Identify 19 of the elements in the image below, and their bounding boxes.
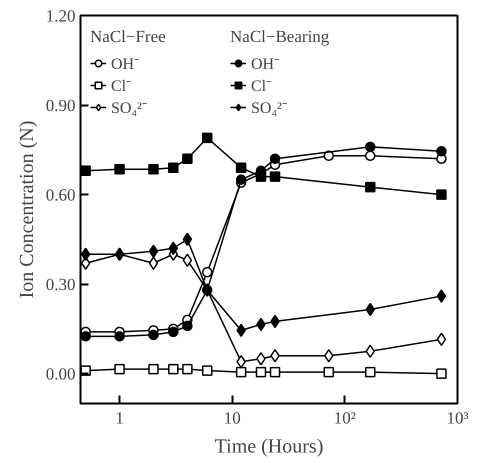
legend-label: SO₄²⁻ xyxy=(251,99,287,118)
y-tick-label: 1.20 xyxy=(46,6,76,26)
x-tick-label: 10³ xyxy=(446,408,469,428)
x-tick-label: 10² xyxy=(334,408,356,428)
legend-label: OH⁻ xyxy=(111,55,140,74)
annotation: NaCl−Bearing xyxy=(230,27,330,47)
y-tick-label: 0.90 xyxy=(46,96,76,116)
y-axis-title: Ion Concentration (N) xyxy=(16,120,38,298)
y-tick-label: 0.60 xyxy=(46,186,76,205)
legend-label: Cl⁻ xyxy=(251,77,272,96)
x-tick-label: 1 xyxy=(115,408,124,428)
legend-label: OH⁻ xyxy=(251,55,280,74)
legend-label: Cl⁻ xyxy=(111,77,132,96)
y-tick-label: 0.00 xyxy=(46,364,76,384)
x-tick-label: 10 xyxy=(224,408,241,428)
annotation: NaCl−Free xyxy=(90,27,166,47)
y-tick-label: 0.30 xyxy=(46,275,76,294)
legend-label: SO₄²⁻ xyxy=(111,99,147,118)
x-axis-title: Time (Hours) xyxy=(214,436,324,458)
